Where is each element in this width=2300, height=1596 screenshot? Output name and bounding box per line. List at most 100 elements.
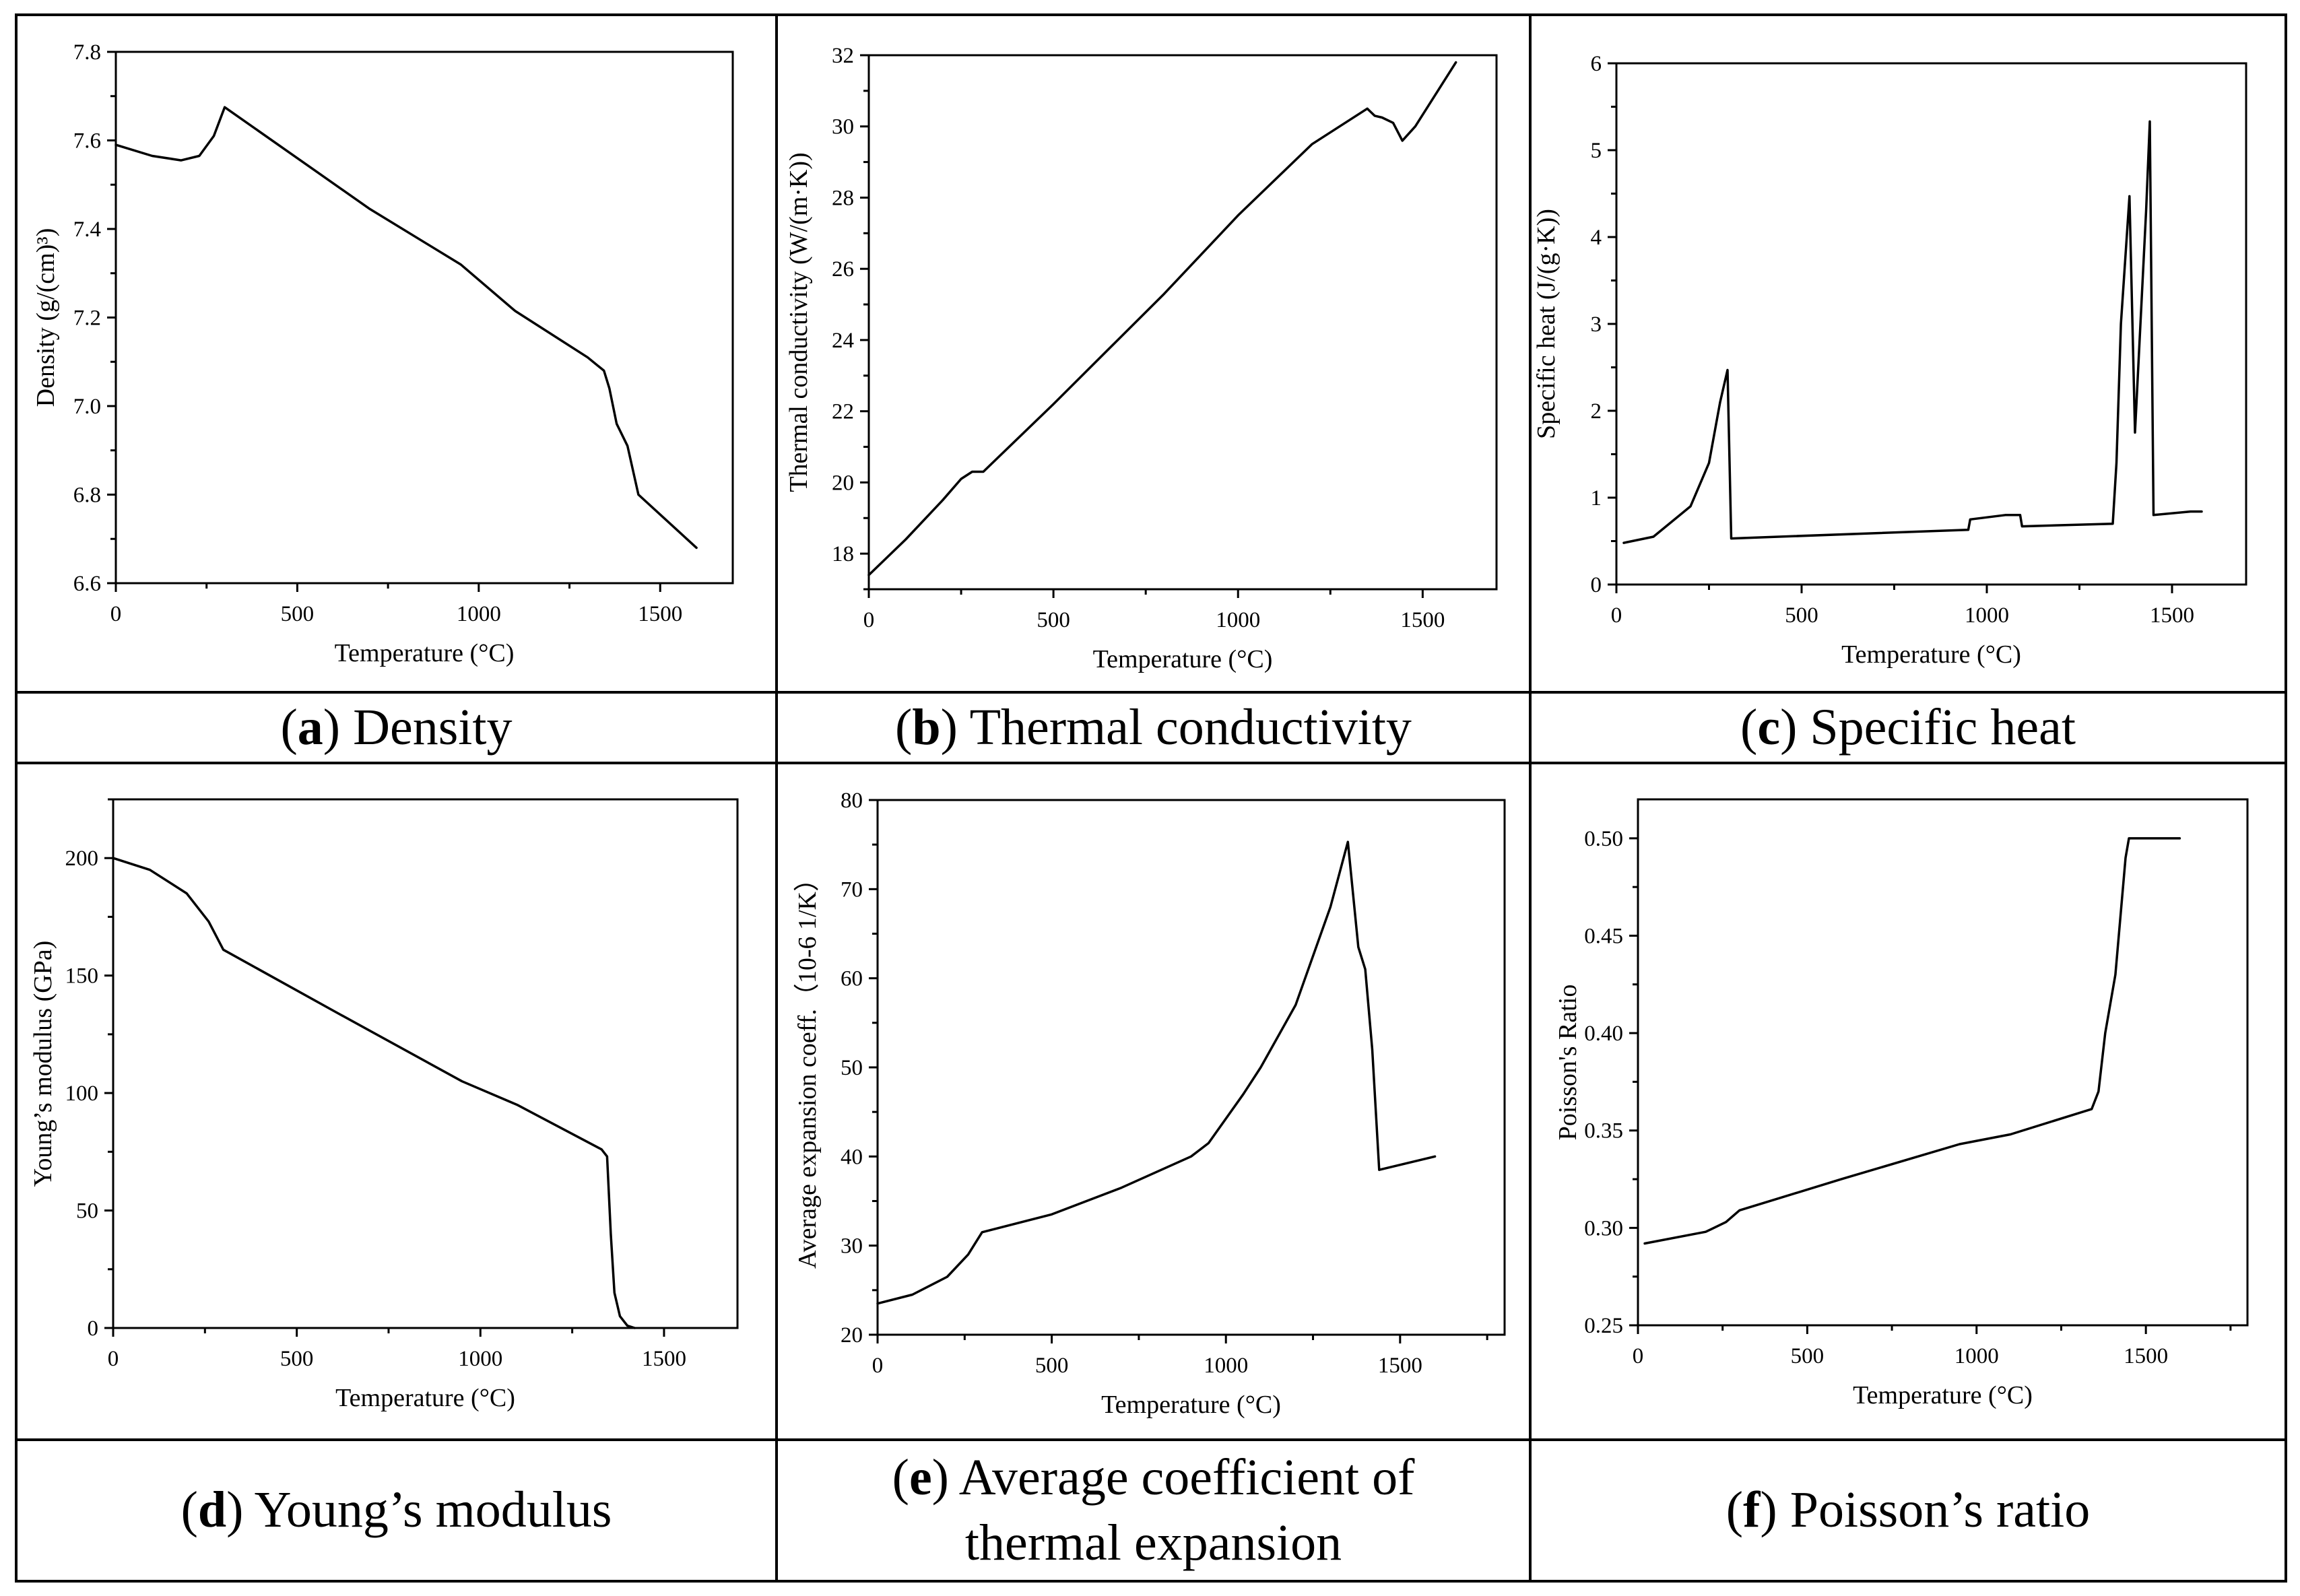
x-tick-label: 0: [110, 602, 122, 626]
caption-letter: d: [197, 1482, 227, 1539]
x-axis-label: Temperature (°C): [1101, 1391, 1281, 1419]
caption-d: (d) Young’s modulus: [180, 1482, 612, 1539]
x-tick-label: 500: [1035, 1354, 1069, 1378]
y-tick-label: 0.45: [1584, 924, 1623, 948]
series-line: [876, 840, 1437, 1305]
y-tick-label: 0.25: [1584, 1314, 1623, 1338]
x-tick-label: 500: [1785, 603, 1818, 628]
y-tick-label: 0.30: [1584, 1216, 1623, 1240]
x-tick-label: 0: [872, 1354, 884, 1378]
y-axis-label: Average expansion coeff.（10-6 1/K）: [793, 866, 822, 1269]
y-tick-label: 40: [841, 1145, 863, 1169]
y-tick-label: 70: [841, 877, 863, 902]
y-tick-label: 80: [841, 789, 863, 813]
y-tick-label: 20: [832, 471, 854, 495]
caption-c: (c) Specific heat: [1740, 698, 2076, 756]
y-axis-label: Thermal conductivity (W/(m·K)): [785, 152, 813, 492]
y-tick-label: 30: [832, 115, 854, 139]
caption-text: Specific heat: [1810, 698, 2076, 756]
y-tick-label: 7.0: [73, 395, 101, 419]
caption-e: (e) Average coefficient of thermal expans…: [892, 1449, 1415, 1571]
y-tick-label: 3: [1591, 312, 1602, 337]
y-tick-label: 0.40: [1584, 1022, 1623, 1046]
x-tick-label: 500: [281, 602, 315, 626]
y-tick-label: 5: [1591, 139, 1602, 163]
caption-text: Density: [353, 698, 513, 756]
x-tick-label: 1000: [1965, 603, 2009, 628]
x-tick-label: 1000: [1954, 1344, 1999, 1368]
y-tick-label: 30: [841, 1234, 863, 1259]
plot-frame: [867, 54, 1498, 591]
series-line: [114, 106, 698, 550]
x-tick-label: 1000: [458, 1347, 502, 1371]
y-tick-label: 18: [832, 542, 854, 566]
plot-frame: [1637, 798, 2249, 1327]
y-tick-label: 0: [88, 1317, 99, 1341]
y-tick-label: 24: [832, 329, 854, 353]
x-tick-label: 1000: [1216, 608, 1260, 632]
x-axis-label: Temperature (°C): [1853, 1381, 2033, 1409]
y-tick-label: 20: [841, 1323, 863, 1348]
y-axis-label: Young’s modulus (GPa): [29, 941, 57, 1187]
y-axis-label: Poisson's Ratio: [1554, 985, 1582, 1141]
caption-text: Poisson’s ratio: [1789, 1482, 2091, 1539]
y-tick-label: 1: [1591, 486, 1602, 510]
caption-letter: e: [909, 1449, 932, 1506]
caption-text: Young’s modulus: [254, 1482, 612, 1539]
x-tick-label: 500: [280, 1347, 314, 1371]
series-line: [1622, 120, 2203, 544]
x-axis-label: Temperature (°C): [335, 1384, 515, 1412]
x-tick-label: 0: [1611, 603, 1622, 628]
x-tick-label: 1500: [2124, 1344, 2168, 1368]
y-tick-label: 7.2: [73, 306, 101, 331]
y-tick-label: 6.8: [73, 484, 101, 508]
y-tick-label: 50: [841, 1056, 863, 1080]
y-tick-label: 7.6: [73, 129, 101, 154]
y-tick-label: 6: [1591, 52, 1602, 76]
x-tick-label: 1000: [1204, 1354, 1248, 1378]
y-tick-label: 22: [832, 400, 854, 424]
x-tick-label: 0: [863, 608, 875, 632]
y-tick-label: 50: [76, 1199, 98, 1224]
y-axis-label: Density (g/(cm)³): [32, 228, 60, 407]
x-tick-label: 1500: [1378, 1354, 1422, 1378]
y-tick-label: 60: [841, 967, 863, 991]
caption-letter: f: [1743, 1482, 1761, 1539]
y-tick-label: 28: [832, 186, 854, 210]
x-axis-label: Temperature (°C): [1093, 645, 1273, 673]
y-tick-label: 150: [65, 964, 99, 989]
y-axis-label: Specific heat (J/(g·K)): [1532, 209, 1560, 439]
y-tick-label: 7.4: [73, 218, 101, 242]
y-tick-label: 7.8: [73, 40, 101, 65]
x-tick-label: 500: [1037, 608, 1070, 632]
caption-letter: b: [912, 698, 941, 756]
series-line: [867, 61, 1457, 576]
plot-frame: [112, 798, 739, 1329]
y-tick-label: 100: [65, 1082, 99, 1106]
y-tick-label: 0.35: [1584, 1119, 1623, 1143]
x-tick-label: 1500: [2150, 603, 2194, 628]
series-line: [1643, 837, 2181, 1245]
caption-text-line-2: thermal expansion: [964, 1515, 1342, 1571]
x-tick-label: 0: [108, 1347, 119, 1371]
x-axis-label: Temperature (°C): [335, 639, 515, 667]
y-tick-label: 0.50: [1584, 827, 1623, 851]
caption-a: (a) Density: [280, 698, 513, 756]
x-axis-label: Temperature (°C): [1841, 640, 2021, 669]
series-line: [112, 857, 636, 1329]
caption-letter: c: [1757, 698, 1781, 756]
y-tick-label: 26: [832, 257, 854, 281]
caption-b: (b) Thermal conductivity: [895, 698, 1412, 756]
caption-f: (f) Poisson’s ratio: [1726, 1482, 2091, 1539]
x-tick-label: 1000: [457, 602, 501, 626]
caption-letter: a: [297, 698, 323, 756]
x-tick-label: 0: [1633, 1344, 1644, 1368]
x-tick-label: 1500: [638, 602, 682, 626]
caption-text: Thermal conductivity: [969, 698, 1412, 756]
